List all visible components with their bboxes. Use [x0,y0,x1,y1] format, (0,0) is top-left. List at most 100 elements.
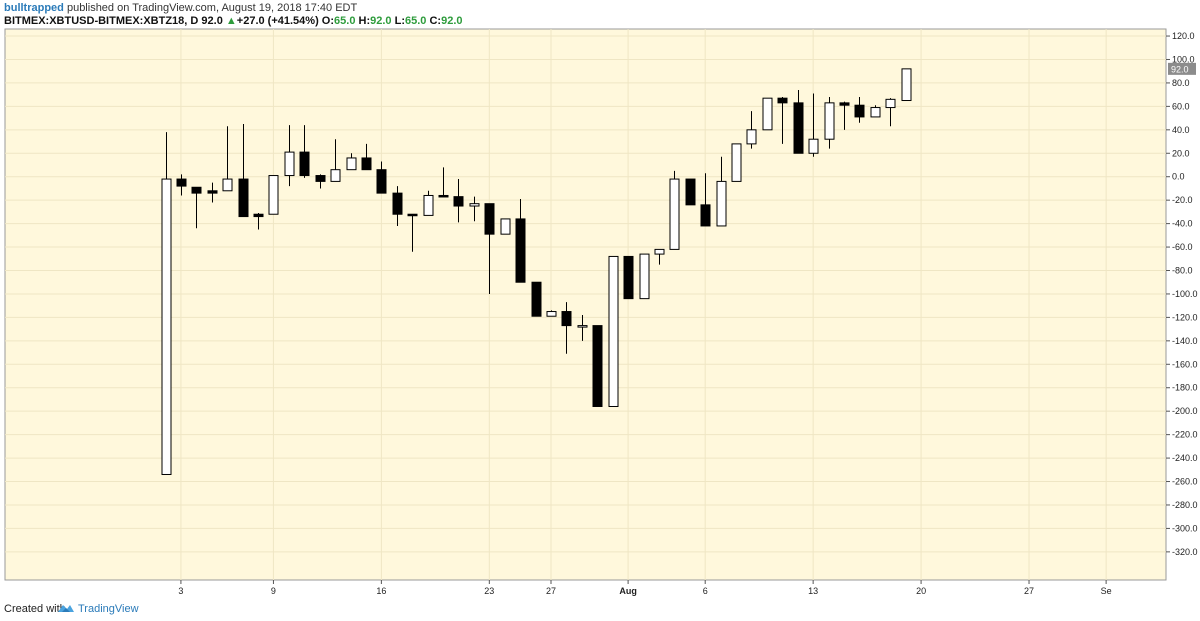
close-label: C: [429,15,442,27]
grid [5,29,1166,580]
candle[interactable] [623,255,634,300]
candle[interactable] [161,132,172,475]
x-tick-label: 27 [546,586,556,596]
candle[interactable] [793,89,804,154]
candle[interactable] [577,315,588,341]
candle-body-up [762,97,773,131]
candle-body-up [746,129,757,145]
candle-body-down [793,102,804,154]
y-tick-label: -220.0 [1172,430,1198,440]
candle[interactable] [654,248,665,265]
candle[interactable] [531,281,542,317]
x-tick-label: 23 [484,586,494,596]
candle[interactable] [885,98,896,127]
candle[interactable] [592,325,603,407]
candle[interactable] [207,182,218,203]
candle[interactable] [639,253,650,300]
candle-body-down [453,196,464,207]
candle[interactable] [685,178,696,206]
candle-body-down [531,281,542,317]
candle[interactable] [346,153,357,171]
candle[interactable] [901,68,912,102]
candle[interactable] [469,196,480,222]
candle-body-up [500,218,511,235]
candle[interactable] [222,126,233,192]
candle[interactable] [608,255,619,407]
y-tick-label: -280.0 [1172,500,1198,510]
candle[interactable] [839,101,850,130]
x-tick-label: 3 [178,586,183,596]
candle[interactable] [392,186,403,226]
candle[interactable] [854,96,865,123]
candle[interactable] [299,125,310,178]
candle[interactable] [423,190,434,216]
candle-body-down [238,178,249,218]
plot-area[interactable] [4,28,1167,581]
price-axis[interactable]: 120.0 100.0 80.0 60.0 40.0 20.0 0.0 -20.0 -40.0 -… [1166,31,1198,557]
candle[interactable] [376,161,387,194]
y-tick-label: 0.0 [1172,172,1185,182]
y-tick-label: -60.0 [1172,242,1193,252]
candle[interactable] [253,213,264,230]
x-tick-label: 20 [916,586,926,596]
x-tick-label: Aug [619,586,637,596]
y-tick-label: 40.0 [1172,125,1190,135]
candle[interactable] [515,198,526,283]
candle-body-down [191,186,202,194]
candle[interactable] [330,139,341,182]
candle[interactable] [561,302,572,354]
y-tick-label: -260.0 [1172,477,1198,487]
candle[interactable] [746,111,757,149]
candle[interactable] [268,175,279,215]
tradingview-logo-icon[interactable] [57,602,75,614]
time-axis[interactable]: 3 9 16 23 27 Aug 6 13 20 27 Se [178,580,1112,596]
y-tick-label: -80.0 [1172,266,1193,276]
candle[interactable] [191,186,202,229]
candle-body-down [299,151,310,177]
candle[interactable] [453,179,464,223]
candle[interactable] [700,173,711,227]
candle[interactable] [870,105,881,118]
y-tick-label: -140.0 [1172,336,1198,346]
candle[interactable] [238,123,249,218]
candle[interactable] [546,310,557,317]
candle-body-up [885,98,896,109]
candle[interactable] [824,96,835,149]
high-value: 92.0 [370,15,392,27]
y-tick-label: -320.0 [1172,547,1198,557]
candle[interactable] [731,143,742,182]
candle-body-down [700,204,711,227]
candle[interactable] [438,167,449,198]
candle-body-up [546,311,557,317]
candle[interactable] [808,93,819,157]
y-tick-label: -200.0 [1172,406,1198,416]
candle[interactable] [716,156,727,227]
author-link[interactable]: bulltrapped [4,2,64,14]
candle[interactable] [762,97,773,131]
publish-info: bulltrapped published on TradingView.com… [4,2,357,15]
candle[interactable] [315,174,326,189]
y-tick-label: -240.0 [1172,453,1198,463]
candle-body-up [901,68,912,102]
candle-body-up [716,180,727,227]
tradingview-brand[interactable]: TradingView [78,603,139,615]
high-label: H: [358,15,371,27]
y-tick-label: -160.0 [1172,359,1198,369]
x-tick-label: 13 [808,586,818,596]
candle[interactable] [484,203,495,294]
y-tick-label: -100.0 [1172,289,1198,299]
candle-body-up [577,325,588,328]
candle[interactable] [284,125,295,187]
candlestick-chart[interactable]: 120.0 100.0 80.0 60.0 40.0 20.0 0.0 -20.0 -40.0 -… [0,0,1200,600]
candle[interactable] [361,143,372,171]
candle-body-up [608,255,619,407]
candle[interactable] [669,170,680,250]
candle[interactable] [777,96,788,144]
y-tick-label: 60.0 [1172,101,1190,111]
candle[interactable] [176,174,187,196]
candle[interactable] [407,213,418,252]
candle-body-up [731,143,742,182]
candle[interactable] [500,218,511,235]
candle-body-down [315,175,326,182]
candle-body-down [207,190,218,194]
